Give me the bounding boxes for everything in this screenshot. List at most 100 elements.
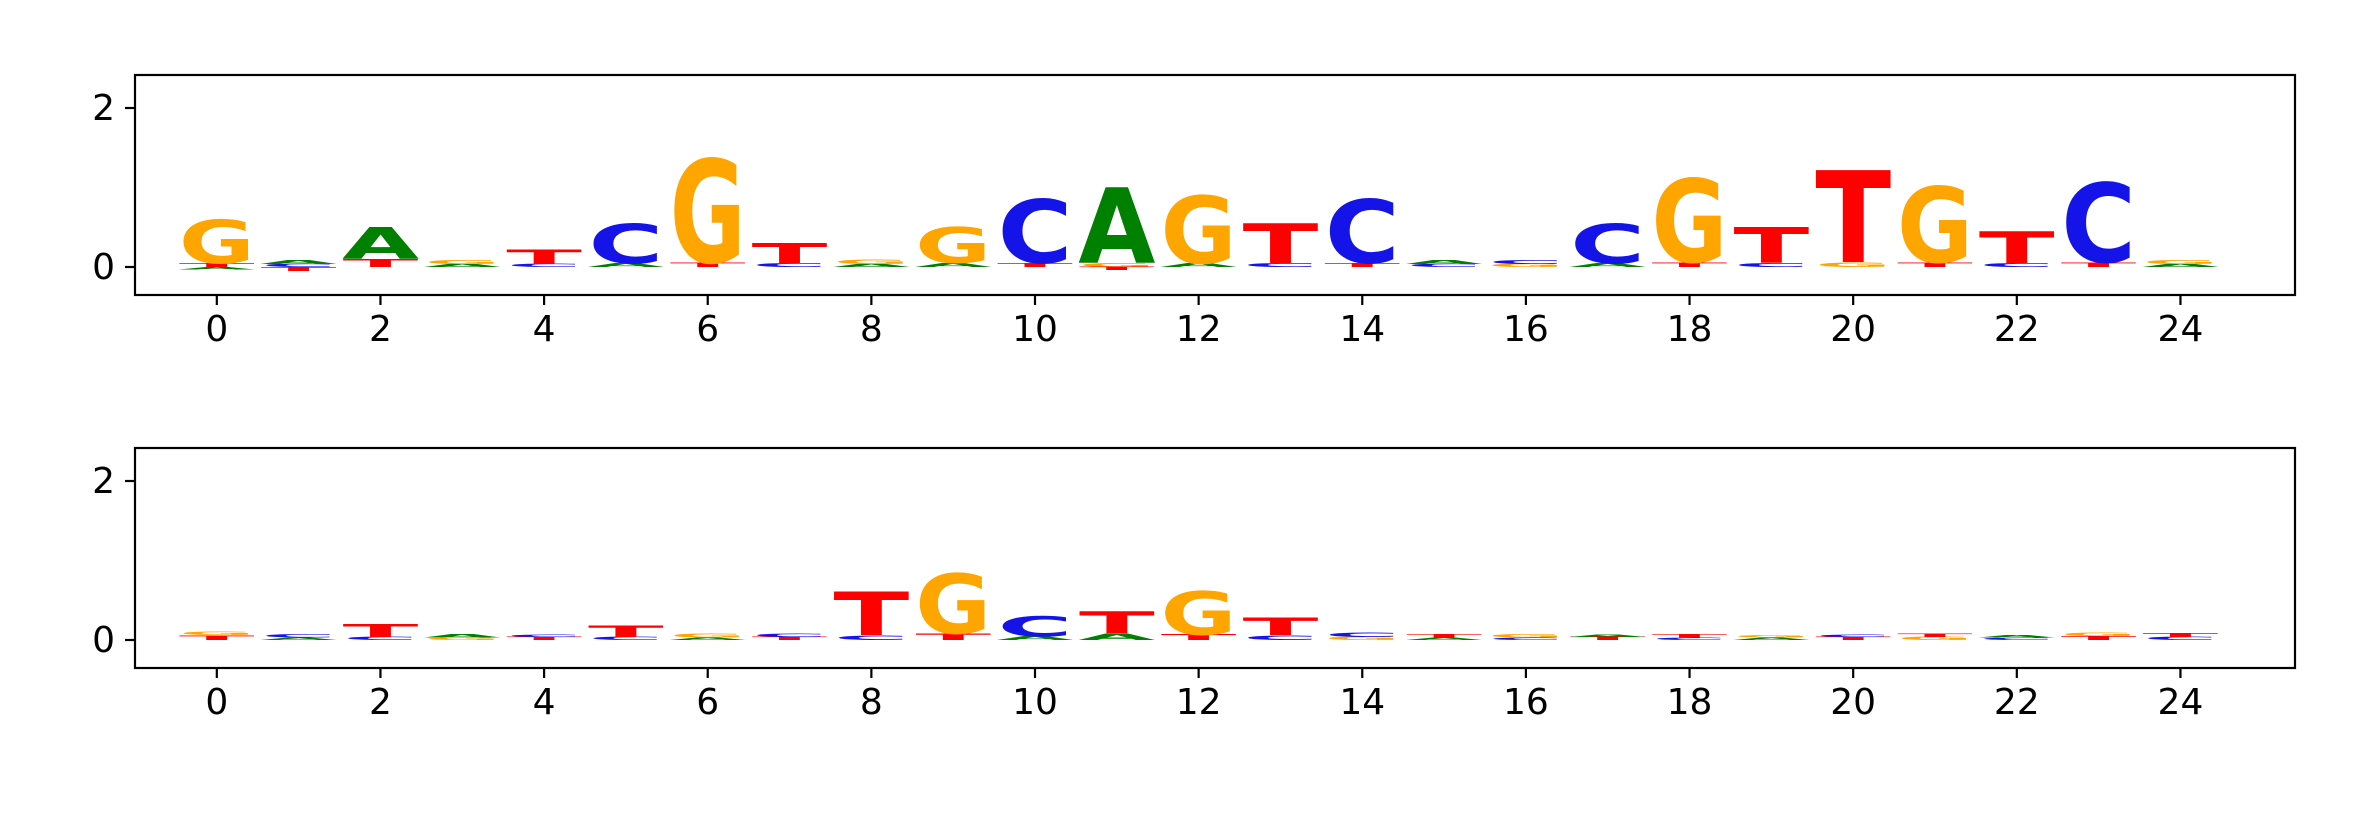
x-tick-label: 6: [696, 309, 719, 350]
logo-letter-T: T: [915, 632, 991, 642]
logo-letter-T: T: [179, 634, 255, 642]
logo-letter-G: G: [1815, 261, 1891, 269]
logo-letter-A: A: [833, 263, 911, 268]
x-tick-label: 22: [1994, 682, 2040, 723]
x-tick-label: 10: [1012, 309, 1058, 350]
x-tick-label: 24: [2158, 682, 2204, 723]
x-tick-label: 8: [860, 682, 883, 723]
x-tick-label: 4: [533, 682, 556, 723]
logo-letter-C: C: [1570, 213, 1645, 276]
logo-letter-C: C: [834, 634, 909, 642]
x-tick-label: 10: [1012, 682, 1058, 723]
logo-letter-A: A: [424, 263, 502, 268]
logo-letter-A: A: [178, 266, 256, 270]
logo-letter-A: A: [342, 219, 420, 269]
logo-letter-G: G: [915, 558, 991, 654]
logo-letter-C: C: [343, 636, 418, 641]
logo-letter-A: A: [2142, 263, 2220, 268]
x-tick-label: 20: [1830, 309, 1876, 350]
logo-letter-A: A: [1160, 262, 1238, 268]
x-tick-label: 24: [2158, 309, 2204, 350]
x-tick-label: 22: [1994, 309, 2040, 350]
logo-letter-A: A: [260, 637, 338, 641]
logo-letter-C: C: [997, 183, 1072, 284]
logo-letter-G: G: [1488, 634, 1564, 639]
axes-frame: [133, 73, 2297, 297]
logo-letter-A: A: [669, 637, 747, 641]
logo-letter-T: T: [1897, 633, 1973, 638]
logo-letter-T: T: [752, 636, 828, 641]
logo-letter-C: C: [1816, 634, 1891, 638]
logo-letter-C: C: [507, 634, 582, 638]
logo-letter-T: T: [1079, 606, 1155, 642]
logo-letter-G: G: [179, 631, 255, 636]
x-tick-label: 14: [1339, 309, 1385, 350]
logo-letter-T: T: [1406, 634, 1482, 639]
logo-letter-C: C: [1243, 634, 1318, 642]
logo-letter-C: C: [1488, 259, 1563, 265]
logo-letter-C: C: [1325, 183, 1400, 284]
logo-letter-T: T: [1652, 634, 1728, 639]
logo-letter-A: A: [996, 635, 1074, 641]
x-tick-label: 14: [1339, 682, 1385, 723]
logo-letter-T: T: [670, 261, 746, 269]
logo-letter-G: G: [1733, 635, 1809, 639]
logo-letter-C: C: [1243, 262, 1318, 268]
x-tick-label: 2: [369, 682, 392, 723]
x-tick-label: 18: [1667, 309, 1713, 350]
logo-letter-A: A: [1406, 259, 1484, 265]
x-tick-label: 16: [1503, 682, 1549, 723]
logo-letter-C: C: [1979, 262, 2054, 268]
logo-letter-G: G: [915, 218, 991, 275]
logo-letter-T: T: [1815, 636, 1891, 641]
logo-letter-C: C: [261, 263, 336, 268]
logo-letter-A: A: [587, 262, 665, 268]
logo-letter-A: A: [1569, 262, 1647, 268]
x-tick-label: 12: [1176, 682, 1222, 723]
logo-letter-T: T: [834, 580, 910, 650]
x-tick-label: 20: [1830, 682, 1876, 723]
logo-letter-C: C: [1979, 637, 2054, 641]
logo-letter-G: G: [1652, 156, 1728, 290]
logo-letter-C: C: [2061, 161, 2136, 288]
logo-letter-G: G: [1161, 177, 1237, 285]
x-tick-label: 12: [1176, 309, 1222, 350]
logo-letter-G: G: [833, 258, 909, 266]
logo-letter-T: T: [1324, 262, 1400, 268]
logo-letter-T: T: [1734, 218, 1810, 275]
logo-letter-T: T: [997, 262, 1073, 268]
logo-letter-C: C: [997, 611, 1072, 643]
logo-letter-C: C: [1488, 637, 1563, 641]
logo-letter-G: G: [1488, 263, 1564, 268]
logo-letter-A: A: [1569, 634, 1647, 638]
x-tick-label: 18: [1667, 682, 1713, 723]
y-tick-label: 0: [92, 247, 115, 288]
logo-letter-A: A: [915, 262, 993, 268]
logo-letter-C: C: [2143, 636, 2218, 641]
logo-letter-C: C: [752, 262, 827, 268]
logo-letter-T: T: [752, 238, 828, 270]
logo-letter-T: T: [506, 636, 582, 641]
logo-letter-T: T: [1570, 636, 1646, 641]
logo-letter-C: C: [588, 636, 663, 641]
x-tick-label: 0: [205, 682, 228, 723]
logo-letter-G: G: [1079, 262, 1155, 268]
x-tick-label: 2: [369, 309, 392, 350]
logo-letter-C: C: [261, 634, 336, 639]
logo-letter-T: T: [1897, 261, 1973, 269]
logo-letter-T: T: [343, 257, 419, 270]
logo-letter-T: T: [506, 246, 582, 269]
logo-letter-G: G: [2143, 259, 2219, 265]
logo-letter-G: G: [670, 132, 746, 297]
logo-letter-T: T: [2061, 261, 2137, 269]
logo-letter-G: G: [1324, 636, 1400, 641]
logo-letter-C: C: [752, 633, 827, 638]
logo-letter-T: T: [1079, 266, 1155, 271]
y-tick-label: 0: [92, 620, 115, 661]
x-tick-label: 16: [1503, 309, 1549, 350]
logo-letter-A: A: [1406, 637, 1484, 641]
